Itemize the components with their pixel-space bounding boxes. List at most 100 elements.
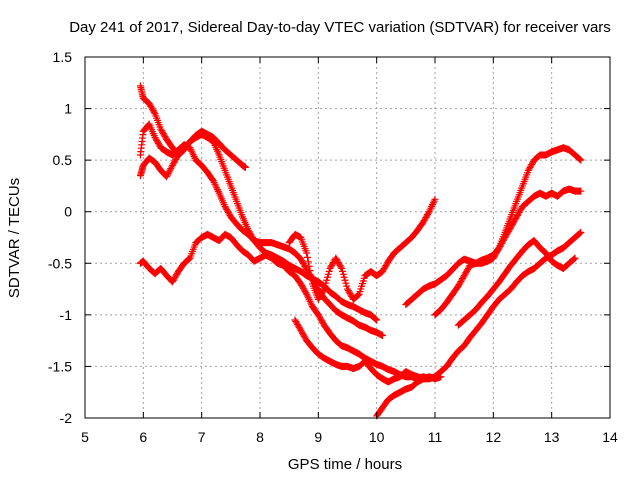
data-point bbox=[345, 288, 353, 296]
data-point bbox=[491, 251, 499, 259]
data-point bbox=[511, 216, 519, 224]
data-point bbox=[292, 317, 300, 325]
data-point bbox=[298, 257, 306, 265]
data-point bbox=[149, 105, 156, 113]
data-point bbox=[160, 131, 168, 139]
data-point bbox=[168, 163, 176, 171]
x-tick-label: 10 bbox=[369, 429, 385, 445]
series-track-6 bbox=[285, 195, 439, 303]
data-point bbox=[577, 228, 585, 236]
data-point bbox=[149, 107, 157, 115]
data-point bbox=[303, 249, 311, 257]
data-point bbox=[524, 166, 532, 174]
data-point bbox=[337, 263, 345, 271]
data-point bbox=[455, 281, 463, 289]
data-point bbox=[246, 229, 254, 237]
y-tick-label: -1 bbox=[60, 307, 73, 323]
data-point bbox=[421, 215, 429, 223]
data-point bbox=[301, 334, 309, 342]
data-point bbox=[322, 279, 330, 287]
series-track-5 bbox=[291, 316, 445, 386]
data-point bbox=[169, 276, 177, 284]
data-point bbox=[159, 130, 167, 138]
data-point bbox=[171, 273, 179, 281]
data-point bbox=[423, 212, 431, 220]
data-point bbox=[576, 155, 584, 163]
data-point bbox=[332, 254, 340, 262]
data-point bbox=[164, 169, 172, 177]
data-point bbox=[297, 326, 305, 334]
data-point bbox=[419, 218, 427, 226]
data-point bbox=[529, 159, 536, 167]
data-point bbox=[225, 210, 233, 218]
data-point bbox=[489, 254, 497, 262]
data-point bbox=[344, 287, 352, 295]
data-point bbox=[170, 158, 178, 166]
data-point bbox=[299, 283, 306, 291]
data-point bbox=[321, 282, 329, 290]
data-point bbox=[383, 260, 391, 268]
data-point bbox=[527, 162, 535, 170]
data-point bbox=[159, 128, 166, 136]
data-point bbox=[169, 161, 176, 169]
series-track-3 bbox=[136, 130, 381, 324]
data-point bbox=[514, 210, 522, 218]
data-point bbox=[317, 291, 325, 299]
data-point bbox=[294, 322, 302, 330]
data-point bbox=[154, 139, 162, 147]
y-tick-label: 1 bbox=[64, 101, 72, 117]
data-point bbox=[461, 270, 469, 278]
data-point bbox=[151, 133, 159, 141]
x-tick-label: 5 bbox=[81, 429, 89, 445]
data-point bbox=[316, 314, 324, 322]
data-point bbox=[319, 318, 326, 326]
data-point bbox=[338, 264, 346, 272]
data-point bbox=[158, 127, 166, 135]
data-point bbox=[372, 315, 380, 323]
data-point bbox=[165, 168, 173, 176]
series-track-9 bbox=[431, 144, 585, 319]
data-point bbox=[525, 165, 533, 173]
data-point bbox=[297, 280, 305, 288]
data-point bbox=[167, 165, 175, 173]
data-point bbox=[379, 268, 386, 276]
data-point bbox=[302, 289, 310, 297]
data-point bbox=[458, 276, 466, 284]
data-point bbox=[463, 267, 471, 275]
data-point bbox=[318, 317, 326, 325]
data-point bbox=[456, 279, 464, 287]
data-point bbox=[324, 270, 332, 278]
x-axis-label: GPS time / hours bbox=[288, 456, 402, 473]
data-point bbox=[221, 203, 229, 211]
data-point bbox=[247, 231, 255, 239]
x-tick-label: 14 bbox=[602, 429, 618, 445]
series-track-10 bbox=[454, 237, 579, 329]
data-point bbox=[328, 261, 336, 269]
data-point bbox=[454, 282, 462, 290]
data-point bbox=[308, 275, 316, 283]
data-point bbox=[516, 207, 524, 215]
data-point bbox=[512, 214, 520, 222]
data-point bbox=[291, 316, 299, 324]
data-point bbox=[325, 267, 333, 275]
data-point bbox=[314, 295, 322, 303]
data-point bbox=[171, 157, 179, 165]
data-point bbox=[462, 269, 470, 277]
data-point bbox=[509, 220, 516, 228]
data-point bbox=[577, 156, 585, 164]
data-point bbox=[339, 267, 346, 275]
data-point bbox=[420, 217, 428, 225]
data-point bbox=[163, 173, 171, 181]
data-point bbox=[318, 289, 326, 297]
data-point bbox=[459, 273, 467, 281]
x-tick-label: 11 bbox=[428, 429, 443, 445]
y-tick-label: -1.5 bbox=[48, 358, 72, 374]
data-point bbox=[170, 275, 178, 283]
data-point bbox=[161, 133, 169, 141]
data-point bbox=[329, 260, 336, 268]
data-point bbox=[335, 260, 343, 268]
data-point bbox=[424, 209, 432, 217]
data-point bbox=[145, 99, 153, 107]
data-point bbox=[490, 253, 498, 261]
data-point bbox=[528, 161, 536, 169]
